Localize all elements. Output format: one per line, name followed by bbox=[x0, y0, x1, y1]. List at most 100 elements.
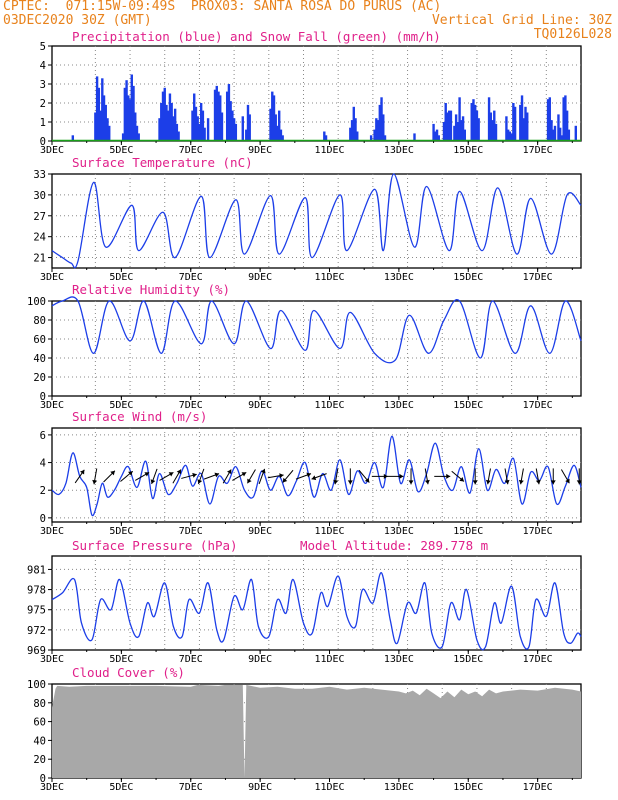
precip-bar bbox=[127, 95, 130, 141]
precip-bar bbox=[168, 93, 172, 141]
x-tick-label: 3DEC bbox=[40, 654, 64, 665]
precip-bar bbox=[505, 116, 508, 141]
wind-arrow-head bbox=[399, 473, 404, 479]
wind-arrow bbox=[150, 468, 158, 485]
wind-arrow-head bbox=[260, 468, 266, 474]
wind-arrow bbox=[333, 468, 339, 485]
precip-bar bbox=[487, 97, 491, 141]
precip-bar bbox=[276, 125, 279, 141]
wind-arrow bbox=[311, 473, 327, 481]
precip-bar bbox=[104, 104, 107, 141]
y-tick-label: 100 bbox=[27, 296, 46, 308]
x-tick-label: 9DEC bbox=[248, 145, 272, 156]
wind-arrow bbox=[258, 468, 266, 485]
panel-2: 3DEC 5DEC 7DEC 9DEC 11DEC 13DEC 15DEC 17DEC 21 24… bbox=[33, 155, 582, 283]
wind-arrow-head bbox=[550, 480, 556, 485]
precip-bar bbox=[158, 118, 161, 141]
precip-bar bbox=[524, 106, 527, 141]
x-tick-label: 5DEC bbox=[109, 654, 133, 665]
precip-bar bbox=[453, 125, 456, 141]
precip-bar bbox=[177, 131, 180, 141]
x-tick-label: 9DEC bbox=[248, 400, 272, 411]
precip-bar bbox=[376, 120, 380, 141]
precip-bar bbox=[475, 110, 479, 141]
precip-bar bbox=[565, 110, 569, 141]
wind-arrow-head bbox=[92, 479, 98, 485]
x-tick-label: 3DEC bbox=[40, 145, 64, 156]
precip-bar bbox=[350, 120, 354, 141]
y-tick-label: 969 bbox=[27, 645, 46, 657]
y-tick-label: 30 bbox=[33, 190, 46, 202]
precip-bar bbox=[519, 104, 522, 141]
wind-arrow-head bbox=[227, 469, 232, 475]
precip-bar bbox=[128, 99, 132, 141]
plot-frame bbox=[51, 173, 582, 269]
precip-bar bbox=[203, 127, 206, 141]
precip-bar bbox=[269, 108, 272, 141]
x-tick-label: 15DEC bbox=[453, 400, 483, 411]
wind-arrow-head bbox=[150, 479, 156, 484]
panel-6: 3DEC 5DEC 7DEC 9DEC 11DEC 13DEC 15DEC 17DEC 0 20 4… bbox=[27, 665, 582, 793]
x-tick-label: 17DEC bbox=[523, 526, 553, 537]
precip-bar bbox=[489, 112, 493, 141]
header-run-id: TQ0126L028 bbox=[533, 27, 612, 42]
precip-bar bbox=[470, 103, 473, 141]
wind-arrow bbox=[222, 469, 232, 484]
x-tick-label: 11DEC bbox=[314, 654, 344, 665]
precip-bar bbox=[193, 93, 196, 141]
wind-arrow bbox=[434, 473, 451, 479]
precip-bar bbox=[506, 129, 510, 141]
precip-bar bbox=[220, 112, 224, 141]
precip-bar bbox=[552, 129, 555, 141]
wind-arrow bbox=[74, 469, 85, 484]
precip-bar bbox=[378, 104, 382, 141]
precip-bar bbox=[163, 87, 166, 141]
y-tick-label: 4 bbox=[40, 60, 46, 72]
precip-bar bbox=[196, 116, 199, 141]
y-tick-label: 2 bbox=[40, 98, 46, 110]
precip-bar bbox=[472, 99, 475, 141]
y-tick-label: 3 bbox=[40, 79, 46, 91]
precip-bar bbox=[201, 110, 205, 141]
precip-bar bbox=[160, 103, 163, 141]
y-tick-label: 0 bbox=[40, 773, 46, 785]
precip-bar bbox=[526, 112, 529, 141]
precip-bar bbox=[564, 95, 567, 141]
precip-bar bbox=[442, 122, 446, 141]
x-tick-label: 15DEC bbox=[453, 782, 483, 793]
x-tick-label: 3DEC bbox=[40, 272, 64, 283]
precip-bar bbox=[324, 135, 328, 141]
precip-bar bbox=[449, 110, 453, 141]
precip-bar bbox=[435, 129, 439, 141]
y-tick-label: 2 bbox=[40, 485, 46, 497]
panel-title: Surface Wind (m/s) bbox=[72, 409, 207, 424]
precip-bar bbox=[460, 120, 463, 141]
header-station: CPTEC: 071:15W-09:49S PROX03: SANTA ROSA… bbox=[3, 0, 442, 14]
x-tick-label: 5DEC bbox=[109, 272, 133, 283]
precip-bar bbox=[432, 123, 435, 141]
precip-bar bbox=[229, 101, 232, 141]
wind-arrow-head bbox=[446, 473, 451, 479]
wind-arrow bbox=[424, 468, 430, 485]
x-tick-label: 17DEC bbox=[523, 400, 553, 411]
wind-arrow bbox=[560, 469, 570, 484]
precip-bar bbox=[520, 95, 524, 141]
y-tick-label: 4 bbox=[40, 458, 46, 470]
wind-arrow bbox=[120, 470, 134, 482]
wind-arrow-head bbox=[518, 479, 524, 485]
precip-bar bbox=[123, 87, 127, 141]
x-tick-label: 13DEC bbox=[384, 654, 414, 665]
precip-bar bbox=[198, 123, 201, 141]
precip-bar bbox=[137, 133, 140, 141]
precip-bar bbox=[461, 116, 465, 141]
x-tick-label: 3DEC bbox=[40, 782, 64, 793]
wind-arrow-head bbox=[306, 472, 312, 478]
x-tick-label: 17DEC bbox=[523, 654, 553, 665]
precip-bar bbox=[125, 80, 128, 141]
x-tick-label: 7DEC bbox=[179, 145, 203, 156]
precip-bar bbox=[382, 114, 385, 141]
precip-bar bbox=[456, 122, 460, 141]
wind-arrow bbox=[172, 469, 182, 484]
precip-bar bbox=[248, 114, 251, 141]
wind-arrow-head bbox=[282, 477, 288, 483]
